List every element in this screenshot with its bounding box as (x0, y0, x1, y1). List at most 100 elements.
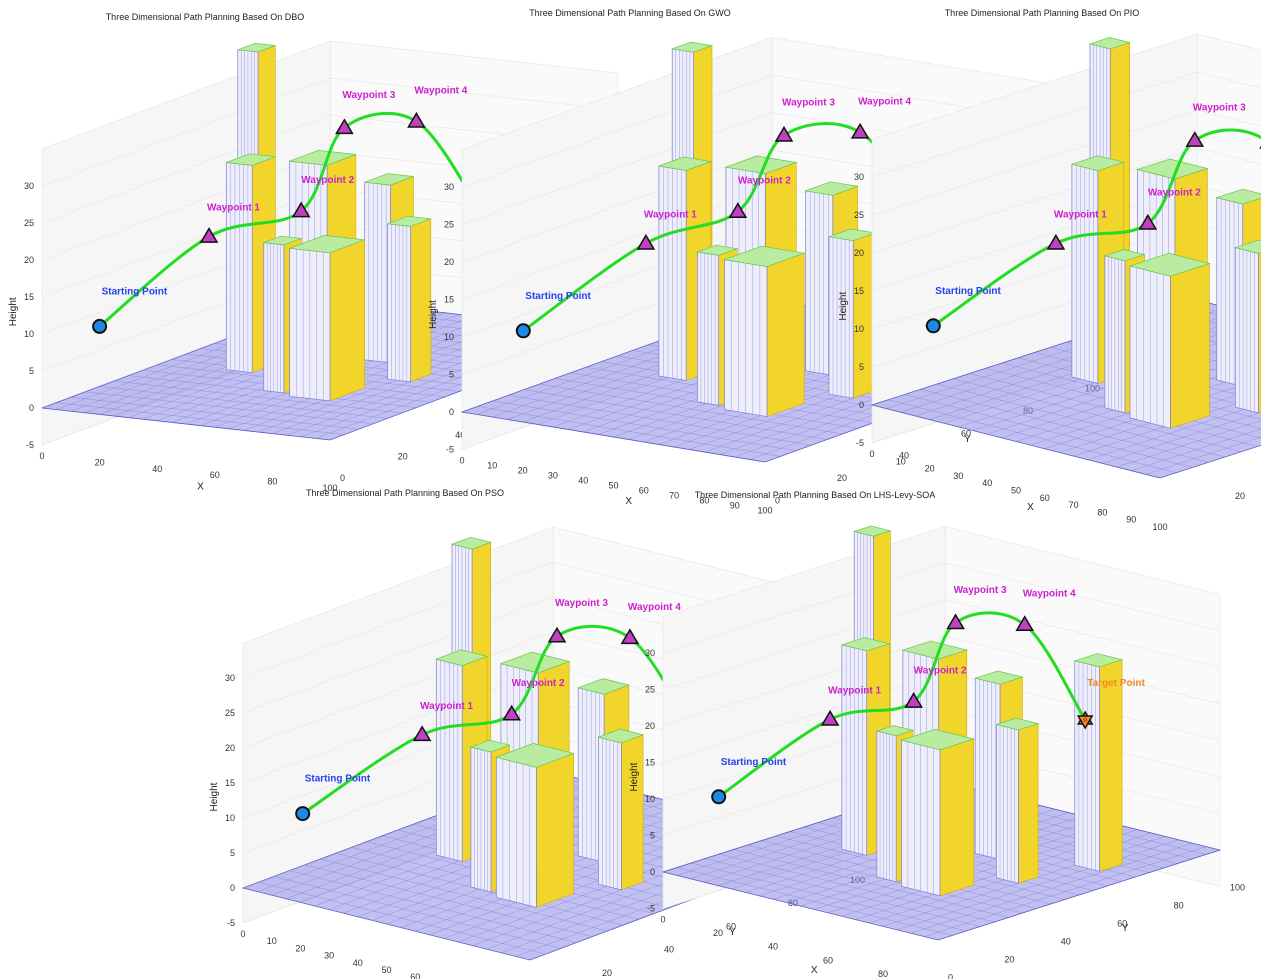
y-tick-label: 40 (899, 451, 909, 461)
x-tick-label: 40 (152, 464, 162, 474)
building-side (621, 734, 644, 891)
start-point-marker (925, 318, 941, 334)
building-roof (1103, 249, 1146, 262)
flight-path-line (301, 624, 695, 816)
waypoint-3-marker (335, 118, 354, 135)
waypoint-4-marker (620, 628, 640, 645)
z-tick-label: 0 (449, 407, 454, 417)
start-point-label: Starting Point (102, 286, 168, 297)
building-side (939, 738, 975, 897)
waypoint-4-marker (850, 122, 870, 139)
grid-line (871, 71, 1261, 178)
z-tick-label: 5 (230, 848, 235, 858)
z-tick-label: 20 (645, 721, 655, 731)
x-tick-label: 30 (548, 471, 558, 481)
x-tick-label: 20 (295, 943, 305, 953)
z-tick-label: 25 (444, 220, 454, 230)
y-axis-label: Y (964, 434, 971, 445)
y-axis-label: Y (729, 927, 736, 938)
start-point-marker (515, 323, 531, 339)
start-point-label: Starting Point (305, 774, 371, 785)
waypoint-3-label: Waypoint 3 (782, 97, 835, 108)
start-point-label: Starting Point (525, 291, 591, 302)
x-tick-label: 50 (381, 965, 391, 975)
terrain-mesh-line (1145, 436, 1261, 475)
z-tick-label: -5 (856, 438, 864, 448)
z-tick-label: 30 (225, 673, 235, 683)
building-roof (263, 235, 302, 246)
building-roof (670, 41, 714, 53)
y-tick-label: 40 (455, 430, 465, 440)
x-tick-label: 80 (878, 969, 888, 979)
flight-path-line (931, 128, 1261, 328)
building-side (329, 239, 365, 402)
waypoint-2-label: Waypoint 2 (738, 176, 791, 187)
x-tick-label: 90 (730, 501, 740, 511)
z-tick-label: 30 (645, 648, 655, 658)
waypoint-2-label: Waypoint 2 (301, 175, 354, 186)
grid-line (662, 599, 1221, 690)
x-tick-label: 30 (324, 951, 334, 961)
panel-pio: 010203040506070809010020406080100-505101… (838, 8, 1261, 532)
z-tick-label: 5 (650, 831, 655, 841)
panel-lhs-levy-soa: 020406080100020406080100-5051015202530XY… (629, 490, 1245, 979)
chart-title: Three Dimensional Path Planning Based On… (306, 488, 504, 498)
start-point-marker (92, 318, 108, 334)
building-side (1018, 723, 1039, 884)
waypoint-1-marker (820, 709, 840, 726)
z-tick-label: 25 (225, 708, 235, 718)
grid-line (871, 109, 1261, 216)
building-roof (657, 156, 713, 171)
z-tick-label: 15 (24, 292, 34, 302)
building-roof (1070, 155, 1126, 172)
building-roof (387, 215, 431, 227)
waypoint-3-marker (946, 613, 965, 630)
target-point-center (1082, 717, 1088, 723)
grid-line (41, 77, 619, 187)
x-axis-label: X (625, 496, 632, 507)
waypoint-2-label: Waypoint 2 (914, 666, 967, 677)
z-tick-label: 15 (854, 286, 864, 296)
x-tick-label: 0 (39, 451, 44, 461)
waypoint-3-label: Waypoint 3 (954, 585, 1007, 596)
building-roof (696, 244, 739, 256)
z-tick-label: 0 (230, 883, 235, 893)
z-tick-label: 20 (444, 257, 454, 267)
chart-title: Three Dimensional Path Planning Based On… (695, 490, 936, 500)
waypoint-4-label: Waypoint 4 (858, 96, 911, 107)
waypoint-1-marker (636, 233, 656, 250)
x-tick-label: 60 (639, 486, 649, 496)
waypoint-3-marker (774, 125, 794, 142)
waypoint-1-marker (412, 725, 432, 742)
x-tick-label: 60 (210, 470, 220, 480)
x-tick-label: 100 (322, 483, 337, 493)
z-axis-label: Height (838, 292, 849, 321)
x-tick-label: 40 (768, 942, 778, 952)
waypoint-3-marker (547, 626, 567, 643)
waypoint-1-marker (199, 227, 219, 243)
z-tick-label: 25 (24, 218, 34, 228)
building-roof (597, 728, 645, 744)
waypoint-4-marker (1015, 615, 1035, 632)
x-tick-label: 30 (953, 471, 963, 481)
y-tick-label: 100 (1230, 883, 1245, 893)
waypoint-2-marker (904, 692, 923, 708)
building-roof (900, 729, 976, 751)
building-roof (237, 42, 276, 53)
building-roof (973, 670, 1024, 685)
y-tick-label: 60 (726, 921, 736, 931)
z-tick-label: 25 (854, 210, 864, 220)
z-tick-label: 0 (29, 403, 34, 413)
building-roof (1128, 252, 1211, 277)
y-tick-label: 0 (775, 496, 780, 506)
chart-title: Three Dimensional Path Planning Based On… (529, 8, 731, 18)
waypoint-1-label: Waypoint 1 (1054, 209, 1107, 220)
z-tick-label: 5 (859, 362, 864, 372)
y-tick-label: 60 (961, 428, 971, 438)
y-tick-label: 40 (664, 945, 674, 955)
x-tick-label: 0 (459, 456, 464, 466)
y-tick-label: 20 (837, 473, 847, 483)
z-tick-label: 20 (24, 255, 34, 265)
x-axis-label: X (1027, 502, 1034, 513)
x-tick-label: 60 (1040, 493, 1050, 503)
